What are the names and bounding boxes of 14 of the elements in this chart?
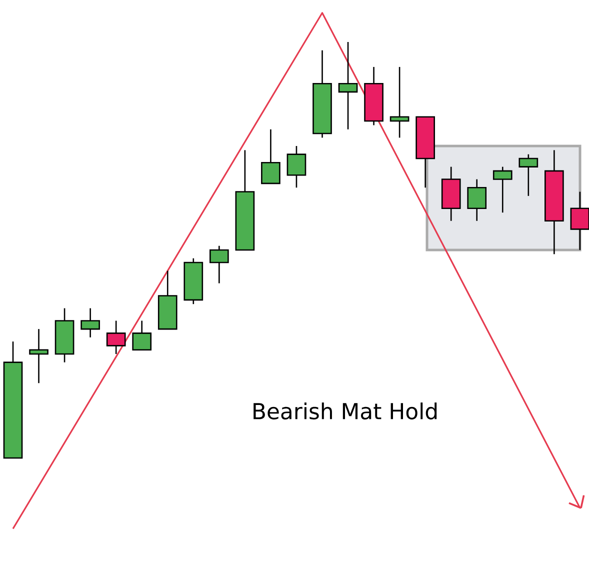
candlestick (518, 154, 538, 197)
candlestick (209, 245, 229, 284)
candlestick (106, 320, 126, 355)
candlestick (80, 308, 100, 338)
candlestick (390, 66, 410, 138)
candlestick (338, 41, 358, 130)
candlestick (29, 328, 48, 384)
candlestick (286, 145, 306, 188)
candlestick (467, 178, 487, 222)
annotation: Bearish Mat Hold (254, 402, 437, 420)
candlestick (132, 320, 152, 350)
candlestick (570, 191, 589, 251)
candlestick (261, 128, 280, 184)
candlestick (492, 166, 512, 214)
